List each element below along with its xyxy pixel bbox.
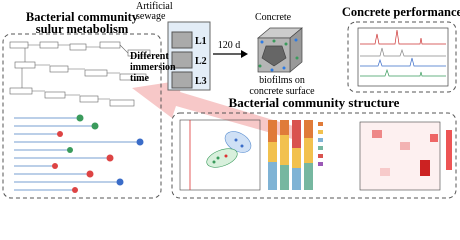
xrd-plot [357, 27, 449, 87]
graphical-abstract: Bacterial community sulur metabolism Art… [2, 1, 460, 199]
biofilm-dots [258, 38, 299, 72]
pcoa-plot [179, 119, 261, 191]
panel-title: Concrete performance [342, 5, 460, 19]
duration-label: 120 d [218, 40, 241, 51]
structure-panel [171, 112, 457, 199]
concrete-cube [257, 27, 303, 73]
arrow-head [241, 50, 248, 58]
heatmap [359, 121, 452, 191]
concrete-block [171, 71, 193, 89]
immersion-label: immersion [130, 62, 176, 73]
sewage-label: sewage [136, 11, 166, 22]
panel-title: sulur metabolism [36, 22, 129, 36]
metabolism-panel [2, 33, 162, 199]
flow-arrow [132, 80, 300, 140]
bar-legend [318, 122, 323, 166]
concrete-block [171, 31, 193, 49]
panel-title: Bacterial community [26, 10, 139, 24]
performance-panel [347, 21, 457, 93]
immersion-label: Different [130, 51, 169, 62]
level-label: L3 [195, 76, 207, 87]
sewage-label: Artificial [136, 1, 173, 12]
level-label: L1 [195, 36, 207, 47]
panel-title: Bacterial community structure [229, 95, 400, 110]
pathway-network [9, 41, 151, 107]
gene-lollipops [14, 117, 140, 191]
concrete-block [171, 51, 193, 69]
color-scale [446, 130, 452, 170]
stacked-bars [268, 120, 313, 190]
biofilm-label: biofilms on [259, 75, 305, 86]
concrete-label: Concrete [255, 12, 292, 23]
level-label: L2 [195, 56, 207, 67]
immersion-label: time [130, 73, 149, 84]
lollipop-heads [52, 114, 144, 193]
biofilm-label: concrete surface [249, 86, 315, 97]
